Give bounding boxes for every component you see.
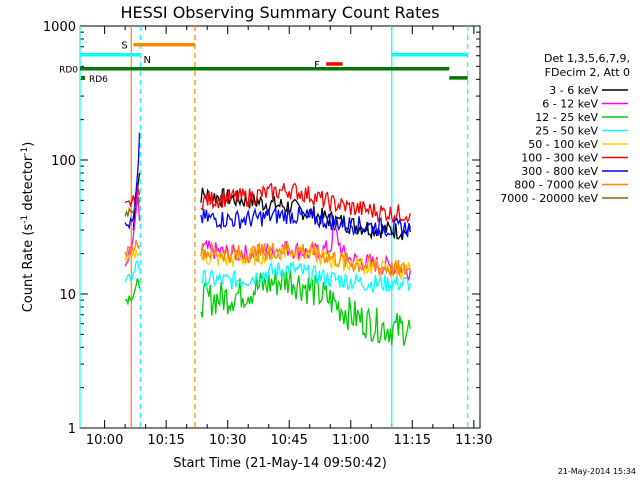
legend-label: 6 - 12 keV bbox=[542, 98, 598, 111]
x-tick-label: 10:45 bbox=[270, 433, 307, 448]
y-axis-label: Count Rate (s-1 detector-1) bbox=[20, 142, 36, 313]
x-axis-label: Start Time (21-May-14 09:50:42) bbox=[173, 456, 387, 471]
y-tick-label: 10 bbox=[59, 288, 76, 303]
flag-marker bbox=[81, 75, 85, 80]
y-tick-label: 1 bbox=[68, 422, 76, 437]
flag-label: F bbox=[314, 60, 320, 71]
legend-label: 800 - 7000 keV bbox=[514, 179, 598, 192]
legend-label: 100 - 300 keV bbox=[521, 152, 598, 165]
flag-label: N bbox=[143, 55, 150, 66]
legend-header: FDecim 2, Att 0 bbox=[545, 66, 630, 79]
series-line-5 bbox=[200, 182, 411, 224]
y-tick-label: 1000 bbox=[43, 20, 76, 35]
series-line-2 bbox=[124, 278, 141, 306]
flag-label: RD0 bbox=[59, 66, 78, 76]
y-tick-label: 100 bbox=[51, 154, 76, 169]
chart-title: HESSI Observing Summary Count Rates bbox=[120, 3, 439, 22]
legend-label: 7000 - 20000 keV bbox=[500, 192, 598, 205]
x-tick-label: 10:15 bbox=[147, 433, 184, 448]
x-tick-label: 11:15 bbox=[394, 433, 431, 448]
legend-label: 25 - 50 keV bbox=[535, 125, 598, 138]
legend-header: Det 1,3,5,6,7,9, bbox=[544, 52, 630, 65]
timestamp: 21-May-2014 15:34 bbox=[558, 467, 636, 476]
legend-label: 300 - 800 keV bbox=[521, 165, 598, 178]
series-line-5 bbox=[124, 184, 141, 208]
series-line-4 bbox=[124, 249, 140, 263]
x-tick-label: 11:30 bbox=[455, 433, 492, 448]
x-tick-label: 10:00 bbox=[86, 433, 123, 448]
series-line-3 bbox=[200, 260, 411, 293]
legend-label: 3 - 6 keV bbox=[549, 84, 598, 97]
series-line-7 bbox=[124, 240, 141, 258]
x-tick-label: 10:30 bbox=[209, 433, 246, 448]
series-line-6 bbox=[124, 132, 141, 230]
series-line-6 bbox=[200, 205, 411, 239]
series-line-1 bbox=[124, 189, 141, 267]
series-line-8 bbox=[124, 196, 141, 219]
series-line-2 bbox=[200, 268, 411, 346]
flag-label: S bbox=[121, 41, 127, 52]
x-tick-label: 11:00 bbox=[332, 433, 369, 448]
series-line-7 bbox=[200, 240, 411, 278]
legend-label: 12 - 25 keV bbox=[535, 111, 598, 124]
flag-label: RD6 bbox=[89, 75, 108, 85]
series-line-4 bbox=[200, 244, 411, 280]
series-line-3 bbox=[124, 260, 141, 283]
legend-label: 50 - 100 keV bbox=[528, 138, 598, 151]
